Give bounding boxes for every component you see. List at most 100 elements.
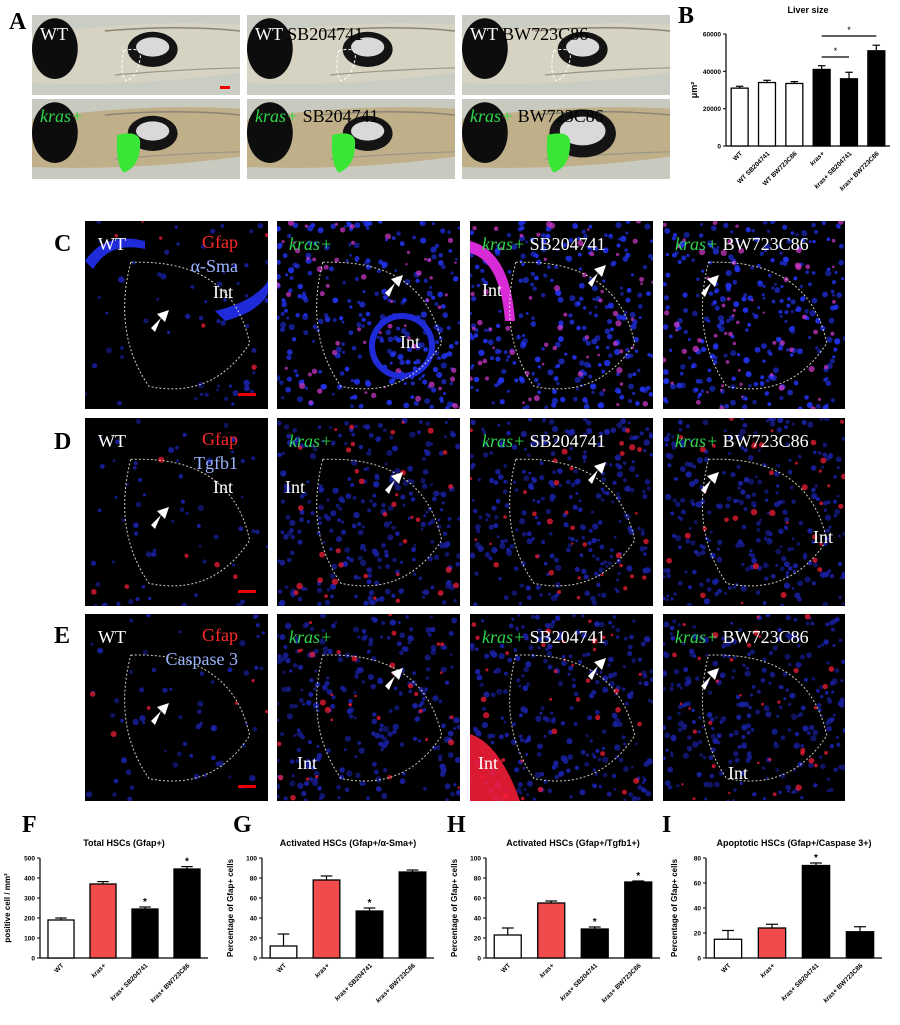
gfap-signal	[362, 340, 367, 345]
nucleus	[197, 504, 204, 512]
nucleus	[446, 325, 451, 330]
nucleus	[223, 298, 227, 302]
larva-eye	[247, 18, 293, 80]
nucleus	[378, 741, 384, 747]
liver-dotted-outline	[509, 261, 636, 390]
background	[470, 418, 653, 606]
nucleus	[385, 564, 391, 570]
nucleus	[244, 722, 248, 726]
nucleus	[613, 615, 617, 619]
nucleus	[178, 474, 184, 479]
nucleus	[435, 744, 441, 750]
gfap-signal	[663, 222, 667, 227]
stain-label-1: Gfap	[202, 430, 238, 448]
gfap-signal	[827, 484, 831, 488]
nucleus	[244, 294, 249, 298]
nucleus	[498, 576, 502, 581]
liver-dotted-outline	[124, 458, 251, 587]
nucleus	[615, 462, 620, 468]
nucleus	[133, 531, 139, 536]
nucleus	[285, 485, 292, 492]
gfap-signal	[670, 381, 674, 385]
nucleus	[621, 316, 625, 320]
nucleus	[787, 547, 792, 552]
nucleus	[588, 528, 593, 533]
genotype-label: kras+	[675, 234, 719, 254]
gfap-signal	[725, 360, 730, 364]
nucleus	[402, 772, 406, 776]
nucleus	[802, 555, 808, 560]
gfap-signal	[331, 349, 338, 356]
nucleus	[584, 399, 589, 405]
nucleus	[817, 450, 822, 456]
treatment-label: BW723C86	[517, 106, 604, 126]
nucleus	[781, 556, 787, 562]
nucleus	[311, 443, 315, 448]
nucleus	[834, 270, 838, 274]
nucleus	[525, 311, 529, 315]
tile-label: kras+ BW723C86	[470, 107, 604, 125]
gfap-signal	[600, 751, 606, 757]
nucleus	[757, 280, 764, 287]
nucleus	[533, 443, 537, 448]
nucleus	[545, 624, 550, 628]
nucleus	[663, 670, 668, 677]
genotype-label: kras+	[482, 431, 526, 451]
nucleus	[348, 557, 354, 563]
gfap-signal	[124, 584, 130, 589]
nucleus	[574, 301, 580, 307]
nucleus	[668, 334, 673, 339]
gfap-signal	[336, 650, 341, 655]
liver-outline	[121, 48, 141, 82]
nucleus	[780, 735, 786, 740]
nucleus	[441, 378, 447, 385]
nucleus	[350, 483, 355, 488]
nucleus	[640, 641, 646, 647]
nucleus	[764, 576, 769, 581]
nucleus	[687, 337, 692, 342]
nucleus	[794, 731, 800, 737]
nucleus	[785, 615, 791, 621]
nucleus	[807, 560, 813, 566]
nucleus	[286, 349, 293, 356]
nucleus	[606, 333, 613, 340]
nucleus	[611, 500, 615, 504]
nucleus	[568, 237, 574, 243]
gfap-signal	[444, 293, 448, 297]
category-label: WT	[732, 150, 744, 162]
nucleus	[495, 667, 502, 674]
nucleus	[97, 647, 104, 654]
nucleus	[624, 513, 631, 520]
nucleus	[524, 635, 529, 641]
gfap-signal	[483, 712, 490, 719]
nucleus	[360, 221, 364, 223]
genotype-label: kras+	[675, 431, 719, 451]
gfap-signal	[429, 276, 433, 280]
nucleus	[582, 653, 587, 657]
nucleus	[529, 484, 535, 491]
nucleus	[481, 721, 489, 729]
nucleus	[289, 527, 294, 533]
nucleus	[398, 588, 405, 594]
nucleus	[523, 475, 530, 482]
nucleus	[308, 776, 313, 781]
nucleus	[831, 678, 838, 685]
nucleus	[797, 406, 803, 409]
nucleus	[216, 319, 221, 324]
nucleus	[455, 561, 460, 567]
nucleus	[591, 600, 598, 606]
nucleus	[766, 538, 773, 545]
nucleus	[688, 526, 692, 530]
nucleus	[790, 310, 794, 314]
gfap-signal	[732, 308, 736, 312]
nucleus	[762, 601, 767, 606]
gfap-signal	[813, 329, 818, 335]
nucleus	[779, 298, 784, 304]
nucleus	[551, 425, 559, 433]
nucleus	[688, 462, 694, 468]
nucleus	[365, 264, 372, 270]
gfap-signal	[688, 707, 691, 710]
nucleus	[706, 586, 712, 592]
nucleus	[540, 238, 547, 245]
gfap-signal	[114, 233, 118, 238]
